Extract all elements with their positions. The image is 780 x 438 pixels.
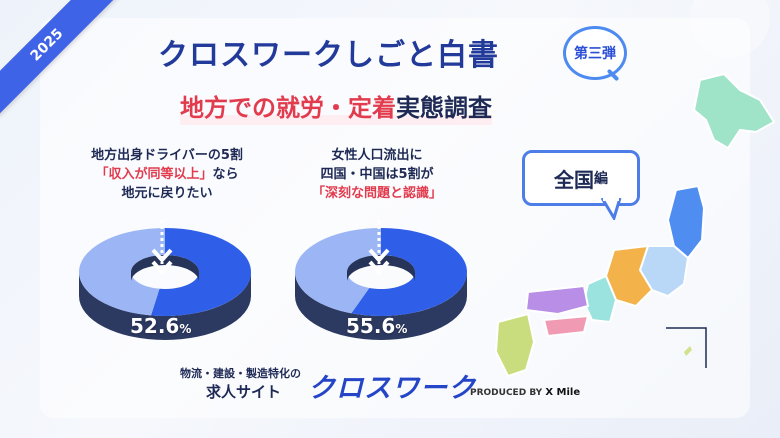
subtitle-red: 地方での就労・定着 [180,94,396,122]
left-percent-number: 52.6 [130,314,180,338]
japan-map-icon [494,72,776,378]
left-caption-line3: 地元に戻りたい [121,186,213,201]
right-percent: 55.6% [346,314,407,338]
callout-tail [600,198,622,220]
left-caption: 地方出身ドライバーの5割 「収入が同等以上」なら 地元に戻りたい [82,146,252,203]
donut-slice-0 [351,228,467,316]
region-callout: 全国編 [522,150,640,206]
left-percent: 52.6% [130,314,191,338]
right-caption-line1: 女性人口流出に [331,148,423,163]
edition-badge-label: 第三弾 [574,46,616,62]
footer-tagline: 物流・建設・製造特化の [180,367,301,380]
donut-side-wall [79,272,251,340]
region-callout-suffix: 編 [594,171,608,187]
produced-by-label: PRODUCED BY [470,388,543,398]
donut-slice-1 [295,228,381,314]
right-caption-line3: 「深刻な問題と認識」 [311,186,442,201]
donut-hole [347,255,415,282]
down-arrow-icon [151,220,173,275]
left-caption-line2: 「収入が同等以上」 [95,167,213,182]
donut-side-wall [295,272,467,340]
right-caption-line2: 四国・中国は5割が [320,167,434,182]
donut-slice-0 [151,228,251,316]
donut-slice-1 [78,228,165,316]
page-title: クロスワークしごと白書 [158,38,499,73]
left-caption-line2-tail: なら [212,167,239,182]
brand-logo: クロスワーク [308,373,476,404]
produced-by: PRODUCED BY X Mile [470,387,580,398]
subtitle: 地方での就労・定着実態調査 [180,88,492,125]
left-caption-line1: 地方出身ドライバーの5割 [91,148,243,163]
donut-chart-right [295,228,467,340]
edition-badge: 第三弾 [563,26,627,80]
donut-hole [131,255,199,282]
right-percent-unit: % [395,322,408,336]
down-arrow-icon [368,220,390,275]
donut-chart-left [78,228,251,340]
right-percent-number: 55.6 [346,314,396,338]
right-caption: 女性人口流出に 四国・中国は5割が 「深刻な問題と認識」 [292,146,462,203]
footer-service: 求人サイト [206,383,282,401]
subtitle-dark: 実態調査 [396,94,492,122]
region-callout-main: 全国 [554,167,594,192]
left-percent-unit: % [179,322,192,336]
produced-by-company: X Mile [545,387,581,398]
